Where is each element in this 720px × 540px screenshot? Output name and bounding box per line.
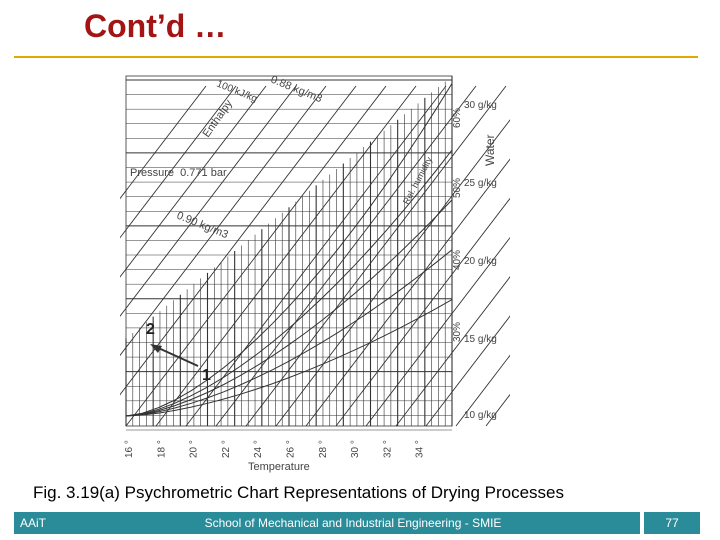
humidity-label: 50% (452, 178, 463, 198)
moisture-label: 30 g/kg (464, 100, 497, 111)
enthalpy-lines (120, 85, 510, 427)
figure-caption: Fig. 3.19(a) Psychrometric Chart Represe… (33, 483, 564, 502)
temperature-tick: 20 ° (189, 440, 200, 458)
psychrometric-chart: Enthalpy 100 kJ/kg 0.88 kg/m3 Pressure 0… (120, 74, 510, 473)
temperature-tick-labels: 16 ° 18 ° 20 ° 22 ° 24 ° 26 ° 28 ° 30 ° 32 ° 34 ° (124, 440, 426, 458)
temperature-axis-label: Temperature (248, 461, 310, 473)
slide-title: Cont’d … (84, 8, 227, 44)
temperature-tick: 34 ° (415, 440, 426, 458)
moisture-label: 20 g/kg (464, 256, 497, 267)
temperature-tick: 24 ° (253, 440, 264, 458)
humidity-curves (125, 83, 453, 417)
temperature-tick: 28 ° (318, 440, 329, 458)
moisture-labels: 30 g/kg 25 g/kg 20 g/kg 15 g/kg 10 g/kg (464, 100, 497, 421)
temperature-tick: 32 ° (382, 440, 393, 458)
water-label: Water (483, 134, 497, 166)
temperature-tick: 30 ° (350, 440, 361, 458)
moisture-label: 15 g/kg (464, 334, 497, 345)
humidity-labels: 60% 50% 40% 30% (452, 108, 463, 342)
enthalpy-value-label: 100 kJ/kg (215, 79, 259, 105)
footer-school: School of Mechanical and Industrial Engi… (66, 512, 640, 534)
moisture-label: 25 g/kg (464, 178, 497, 189)
footer-page-number: 77 (644, 512, 700, 534)
process-arrowhead (150, 344, 162, 353)
temperature-tick: 16 ° (124, 440, 135, 458)
humidity-label: 40% (452, 250, 463, 270)
temperature-tick: 26 ° (286, 440, 297, 458)
moisture-label: 10 g/kg (464, 410, 497, 421)
chart-grid (125, 75, 453, 431)
point-2-label: 2 (146, 321, 155, 338)
temperature-tick: 22 ° (221, 440, 232, 458)
footer-institution: AAiT (14, 512, 68, 534)
humidity-label: 60% (452, 108, 463, 128)
title-divider (14, 56, 698, 58)
pressure-label: Pressure 0.771 bar (130, 167, 227, 179)
specific-volume-top-label: 0.88 kg/m3 (269, 74, 324, 106)
humidity-label: 30% (452, 322, 463, 342)
point-1-label: 1 (202, 367, 211, 384)
temperature-tick: 18 ° (156, 440, 167, 458)
process-arrow (153, 345, 199, 367)
